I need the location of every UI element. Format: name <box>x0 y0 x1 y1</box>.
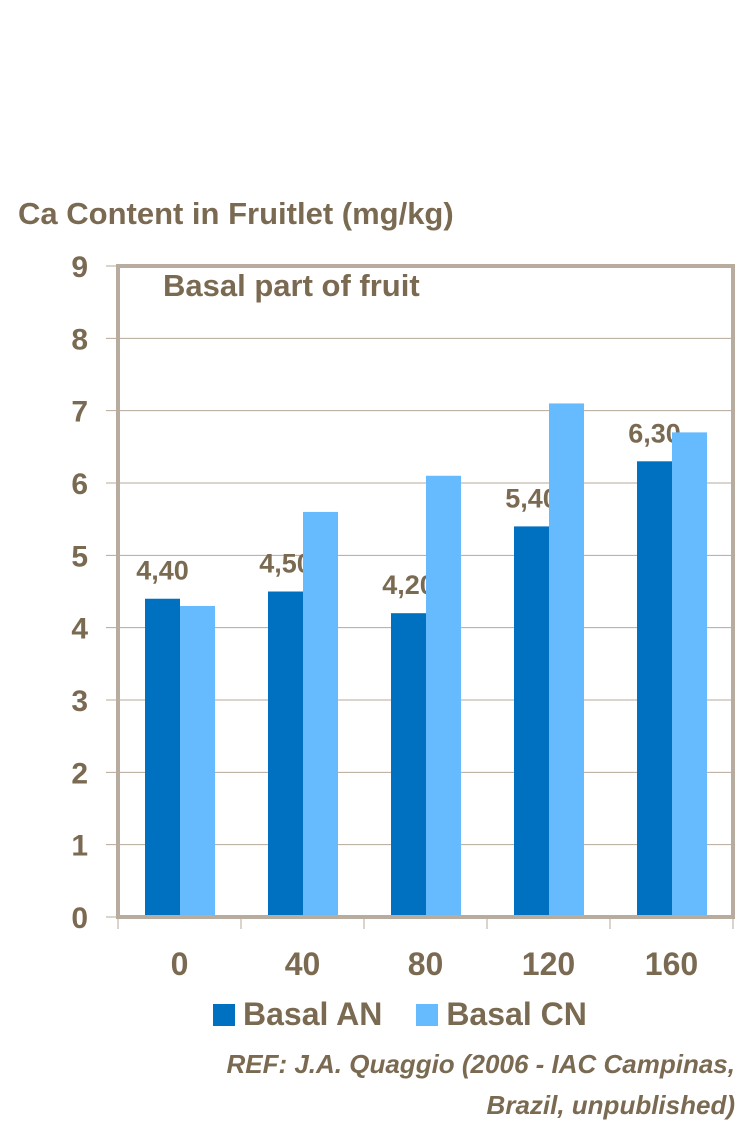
x-tick-label: 120 <box>522 946 575 982</box>
reference-line-1: REF: J.A. Quaggio (2006 - IAC Campinas, <box>226 1049 735 1079</box>
y-axis-title: Ca Content in Fruitlet (mg/kg) <box>18 196 454 231</box>
reference-note: REF: J.A. Quaggio (2006 - IAC Campinas, … <box>226 1044 735 1126</box>
legend-swatch-cn <box>416 1003 439 1026</box>
bar-basal-cn <box>426 475 461 917</box>
y-tick-label: 2 <box>71 757 88 790</box>
bar-basal-cn <box>549 403 584 917</box>
y-tick-label: 7 <box>71 396 88 429</box>
bar-basal-cn <box>180 605 215 917</box>
x-tick-label: 80 <box>408 946 444 982</box>
bar-basal-an <box>637 461 672 917</box>
bar-basal-an <box>514 526 549 917</box>
bar-basal-an <box>145 598 180 917</box>
legend: Basal AN Basal CN <box>213 996 587 1033</box>
bar-basal-an <box>391 613 426 917</box>
bar-basal-cn <box>672 432 707 917</box>
y-tick-label: 8 <box>71 323 88 356</box>
legend-label-an: Basal AN <box>243 996 383 1032</box>
plot-title: Basal part of fruit <box>163 268 420 303</box>
legend-swatch-an <box>213 1003 235 1026</box>
y-tick-label: 4 <box>71 613 88 646</box>
y-tick-label: 0 <box>71 902 88 935</box>
y-tick-label: 3 <box>71 685 88 718</box>
y-tick-label: 6 <box>71 468 88 501</box>
legend-label-cn: Basal CN <box>446 996 587 1032</box>
plot-border <box>116 264 735 919</box>
bar-basal-an <box>268 591 303 917</box>
x-tick-label: 40 <box>285 946 321 982</box>
reference-line-2: Brazil, unpublished) <box>486 1090 735 1120</box>
y-tick-label: 9 <box>71 251 88 284</box>
data-label: 4,40 <box>136 556 189 586</box>
x-tick-label: 0 <box>171 946 189 982</box>
y-tick-label: 1 <box>71 830 88 863</box>
bar-basal-cn <box>303 511 338 917</box>
x-tick-label: 160 <box>645 946 698 982</box>
y-tick-label: 5 <box>71 540 88 573</box>
